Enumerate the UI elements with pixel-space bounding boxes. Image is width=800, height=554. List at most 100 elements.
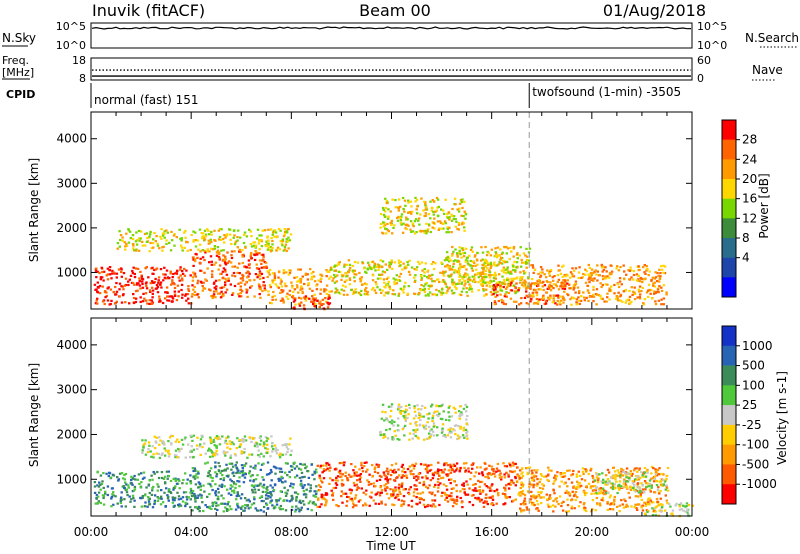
power-colorbar-swatch: [722, 277, 736, 298]
power-cell: [353, 291, 356, 294]
power-cell: [224, 255, 227, 258]
power-cell: [165, 239, 168, 242]
vel-cell: [585, 491, 588, 495]
power-cell: [239, 250, 242, 254]
power-cell: [541, 268, 544, 271]
vel-cell: [640, 482, 643, 485]
vel-cell: [479, 466, 482, 469]
vel-cell: [440, 469, 443, 472]
vel-cell: [226, 446, 229, 449]
power-cell: [457, 228, 461, 231]
power-cell: [218, 264, 222, 267]
power-cell: [211, 270, 214, 273]
power-cell: [525, 290, 528, 293]
power-cell: [334, 264, 337, 267]
vel-cell: [288, 476, 292, 479]
power-cell: [441, 288, 444, 291]
power-cell: [533, 301, 537, 305]
power-cell: [436, 215, 440, 218]
vel-cell: [208, 505, 211, 508]
vel-cell: [477, 496, 480, 499]
power-cell: [141, 286, 145, 289]
power-cell: [269, 228, 273, 231]
power-cell: [255, 263, 258, 266]
power-cell: [337, 262, 340, 265]
vel-cell: [153, 435, 156, 438]
vel-cell: [262, 478, 265, 481]
vel-cell: [265, 440, 268, 443]
power-cell: [220, 286, 224, 289]
vel-cell: [436, 472, 440, 475]
vel-cell: [574, 490, 578, 494]
power-cell: [314, 305, 317, 308]
vel-cell: [470, 494, 474, 497]
vel-cell: [522, 492, 525, 495]
power-cell: [498, 261, 501, 264]
power-cell: [131, 234, 135, 237]
vel-cell: [504, 502, 507, 505]
vel-cell: [332, 487, 335, 490]
power-cell: [523, 296, 527, 299]
power-cell: [635, 273, 639, 276]
vel-cell: [641, 504, 644, 507]
power-cell: [483, 272, 486, 275]
power-cell: [608, 273, 612, 276]
vel-cell: [385, 417, 388, 420]
power-cell: [252, 244, 255, 247]
power-cell: [222, 294, 225, 297]
power-cell: [523, 272, 526, 275]
vel-cell: [530, 473, 534, 476]
vel-cell: [270, 470, 273, 474]
power-cell: [307, 284, 310, 287]
vel-cell: [315, 490, 318, 493]
power-cell: [291, 284, 294, 287]
vel-cell: [201, 446, 204, 449]
power-cell: [197, 296, 200, 299]
power-cell: [447, 287, 450, 290]
vel-cell: [547, 505, 550, 508]
power-cell: [390, 223, 393, 226]
vel-cell: [170, 443, 173, 446]
power-cell: [501, 275, 504, 278]
vel-cell: [262, 455, 265, 458]
vel-cell: [133, 499, 136, 502]
vel-cell: [349, 498, 352, 501]
vel-cell: [242, 481, 246, 484]
power-cell: [95, 299, 98, 302]
vel-cell: [236, 493, 239, 496]
power-cell: [595, 288, 599, 291]
vel-cell: [654, 510, 657, 513]
power-cell: [283, 248, 287, 251]
power-cell: [525, 262, 528, 265]
vel-cell: [353, 504, 356, 507]
power-cell: [391, 293, 394, 296]
vel-cell: [537, 509, 540, 512]
power-cell: [663, 265, 667, 268]
vel-cell: [366, 468, 369, 471]
vel-cell: [300, 471, 304, 474]
vel-cell: [230, 462, 234, 465]
vel-cell: [272, 489, 276, 492]
power-cell: [127, 241, 131, 244]
vel-cell: [197, 486, 200, 489]
vel-cell: [400, 465, 404, 468]
vel-cell: [498, 469, 501, 472]
vel-cell: [157, 452, 160, 456]
vel-cell: [425, 469, 428, 472]
vel-cell: [380, 502, 383, 505]
vel-cell: [225, 508, 229, 511]
vel-cell: [244, 506, 247, 510]
vel-cell: [523, 509, 526, 512]
vel-cell: [156, 470, 159, 474]
vel-cell: [210, 440, 213, 443]
power-cell: [458, 271, 461, 274]
vel-cell: [448, 431, 451, 434]
power-cell: [149, 230, 152, 233]
power-cell: [210, 233, 213, 236]
vel-cell: [433, 494, 437, 497]
power-cell: [488, 271, 492, 274]
power-cell: [471, 250, 474, 253]
vel-cell: [620, 467, 623, 470]
vel-cell: [445, 494, 449, 497]
